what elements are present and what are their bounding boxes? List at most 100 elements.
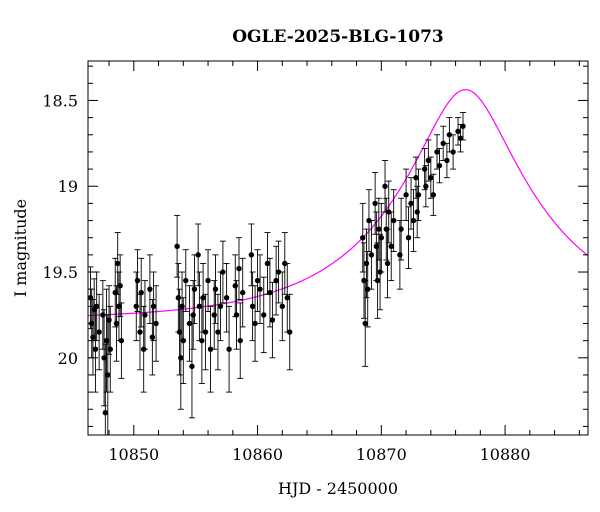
data-point — [102, 409, 109, 416]
data-point — [90, 334, 96, 340]
chart-title: OGLE-2025-BLG-1073 — [232, 27, 444, 47]
data-point — [142, 312, 148, 318]
data-point — [436, 162, 443, 169]
data-point — [189, 363, 195, 370]
data-point — [105, 372, 111, 378]
data-point — [180, 337, 186, 344]
data-point — [212, 286, 219, 292]
data-point — [202, 329, 209, 335]
data-point — [118, 337, 125, 344]
data-point — [147, 286, 153, 292]
data-point — [137, 329, 143, 335]
data-point — [372, 200, 378, 207]
data-point — [279, 303, 286, 310]
data-point — [414, 209, 420, 215]
data-point — [460, 123, 466, 129]
data-point — [376, 226, 382, 232]
data-point — [150, 303, 157, 310]
data-point — [134, 277, 141, 284]
data-point — [273, 277, 279, 284]
data-point — [368, 252, 375, 258]
data-point — [196, 303, 203, 310]
y-axis-label: I magnitude — [11, 199, 30, 297]
data-point — [153, 320, 159, 327]
data-point — [174, 243, 180, 249]
data-point — [175, 295, 182, 301]
data-point — [425, 157, 432, 164]
data-point — [269, 317, 276, 323]
data-point — [403, 192, 409, 198]
data-point — [390, 217, 397, 224]
data-point — [113, 320, 120, 327]
data-point — [421, 166, 428, 172]
data-point — [116, 303, 122, 310]
data-point — [190, 312, 196, 318]
data-point — [384, 260, 391, 267]
data-point — [248, 252, 255, 258]
data-point — [92, 346, 99, 352]
data-point — [360, 235, 366, 241]
data-point — [200, 295, 206, 301]
data-point — [455, 128, 461, 135]
data-point — [254, 277, 261, 284]
data-point — [252, 320, 258, 327]
data-point — [450, 149, 456, 155]
y-tick-label: 18.5 — [42, 91, 78, 110]
data-point — [106, 317, 112, 323]
data-point — [178, 355, 184, 361]
data-point — [397, 252, 403, 258]
data-point — [413, 174, 419, 181]
data-point — [107, 346, 113, 352]
data-point — [176, 329, 183, 335]
data-point — [115, 260, 121, 267]
data-point — [215, 329, 221, 335]
y-tick-label: 19 — [58, 177, 78, 196]
data-point — [284, 295, 290, 301]
data-point — [398, 226, 404, 232]
data-point — [117, 283, 123, 289]
model-curve — [88, 89, 588, 317]
data-point — [211, 312, 217, 318]
data-point — [191, 286, 198, 292]
data-point — [423, 183, 429, 189]
data-point — [133, 303, 139, 310]
data-point — [217, 303, 224, 310]
data-point — [440, 140, 446, 147]
data-point — [236, 265, 242, 272]
data-point — [207, 346, 214, 352]
axes-ticks: 10850 10860 10870 10880 18.5 19 19.5 20 — [42, 61, 588, 464]
data-point — [261, 312, 267, 318]
data-point — [100, 312, 106, 318]
data-point — [205, 277, 211, 284]
data-point — [138, 289, 144, 296]
data-point — [264, 260, 271, 267]
plot-frame — [87, 60, 589, 436]
data-point — [223, 295, 230, 301]
data-point — [410, 217, 417, 224]
x-axis-label: HJD - 2450000 — [278, 479, 398, 498]
data-point — [374, 277, 381, 284]
data-point — [388, 243, 394, 249]
data-point — [103, 337, 110, 344]
data-point — [362, 320, 368, 327]
y-tick-label: 19.5 — [42, 263, 78, 282]
data-point — [186, 320, 193, 327]
data-point — [365, 286, 371, 292]
data-point — [233, 312, 240, 318]
data-point — [446, 132, 453, 138]
data-point — [428, 174, 434, 181]
x-tick-label: 10860 — [232, 445, 283, 464]
data-point — [434, 149, 440, 155]
x-tick-label: 10850 — [108, 445, 159, 464]
data-point — [415, 192, 422, 198]
y-tick-label: 20 — [58, 349, 78, 368]
data-point — [149, 334, 156, 340]
data-point — [183, 277, 189, 284]
data-point — [237, 337, 243, 344]
x-tick-label: 10880 — [480, 445, 531, 464]
data-point — [240, 289, 246, 296]
data-point — [226, 346, 232, 352]
data-point — [257, 286, 263, 292]
data-point — [363, 260, 370, 267]
